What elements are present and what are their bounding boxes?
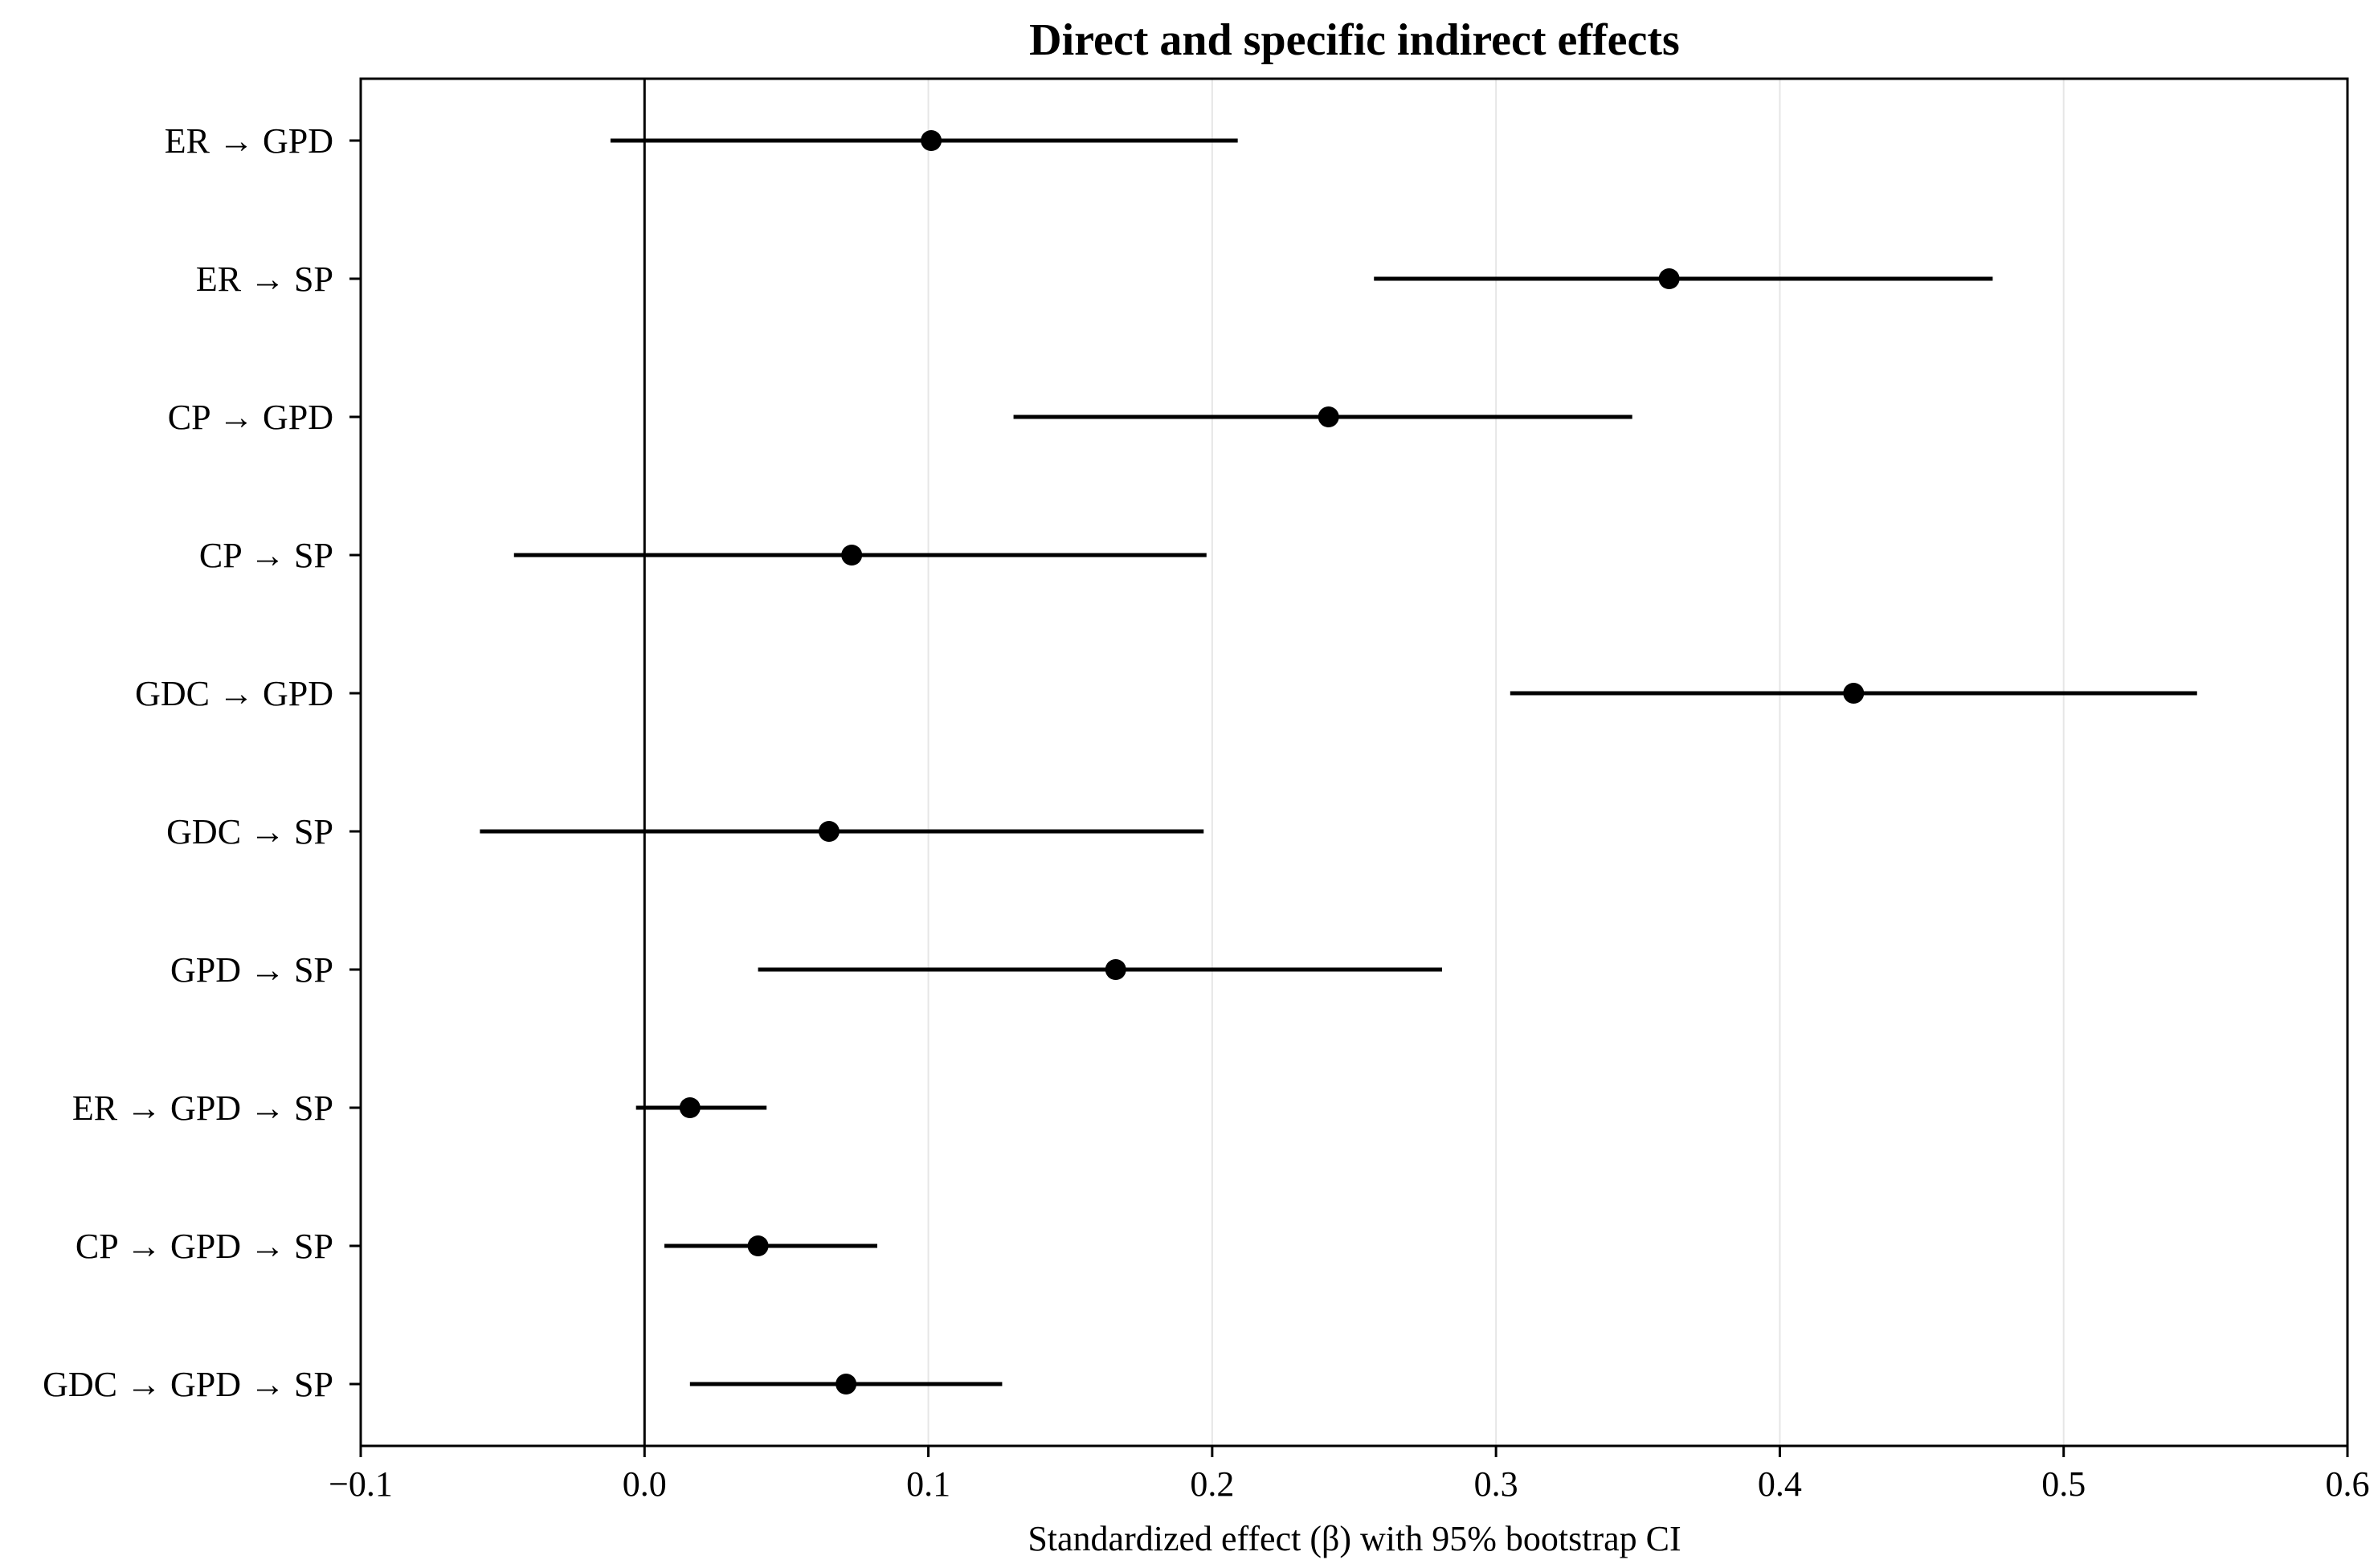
x-tick-label: −0.1 — [329, 1464, 393, 1504]
x-tick-label: 0.3 — [1474, 1464, 1518, 1504]
point-estimate — [818, 821, 840, 842]
x-tick-label: 0.5 — [2041, 1464, 2086, 1504]
plot-frame — [359, 77, 2349, 1448]
point-estimate — [1105, 959, 1126, 980]
y-axis: ER → GPD ER → SP CP → GPD CP → SP GDC → GPD G… — [43, 121, 361, 1404]
gridlines — [927, 79, 2065, 1446]
point-estimate — [836, 1374, 857, 1394]
y-tick-label: ER → GPD → SP — [72, 1088, 333, 1128]
x-tick-label: 0.2 — [1190, 1464, 1234, 1504]
x-tick-label: 0.0 — [623, 1464, 667, 1504]
y-tick-label: GDC → GPD → SP — [43, 1365, 333, 1404]
y-tick-label: ER → GPD — [165, 121, 333, 161]
x-axis: −0.1 0.0 0.1 0.2 0.3 0.4 0.5 0.6 — [329, 1446, 2370, 1504]
y-tick-label: GDC → GPD — [135, 674, 333, 713]
point-estimate — [921, 130, 942, 151]
point-estimate — [1843, 683, 1865, 704]
x-tick-label: 0.4 — [1758, 1464, 1802, 1504]
y-tick-label: GDC → SP — [166, 812, 333, 851]
y-tick-label: CP → GPD → SP — [76, 1227, 333, 1266]
point-estimate — [1318, 406, 1339, 427]
data-marks — [480, 130, 2197, 1394]
x-tick-label: 0.6 — [2326, 1464, 2370, 1504]
y-tick-label: ER → SP — [196, 259, 333, 299]
point-estimate — [1658, 268, 1680, 289]
point-estimate — [841, 545, 863, 566]
x-axis-label: Standardized effect (β) with 95% bootstr… — [1028, 1519, 1681, 1558]
point-estimate — [747, 1235, 769, 1256]
x-tick-label: 0.1 — [906, 1464, 950, 1504]
y-tick-label: CP → GPD — [168, 398, 333, 437]
chart-title: Direct and specific indirect effects — [1029, 15, 1680, 65]
y-tick-label: CP → SP — [199, 536, 333, 575]
y-tick-label: GPD → SP — [170, 950, 333, 990]
point-estimate — [679, 1097, 701, 1118]
